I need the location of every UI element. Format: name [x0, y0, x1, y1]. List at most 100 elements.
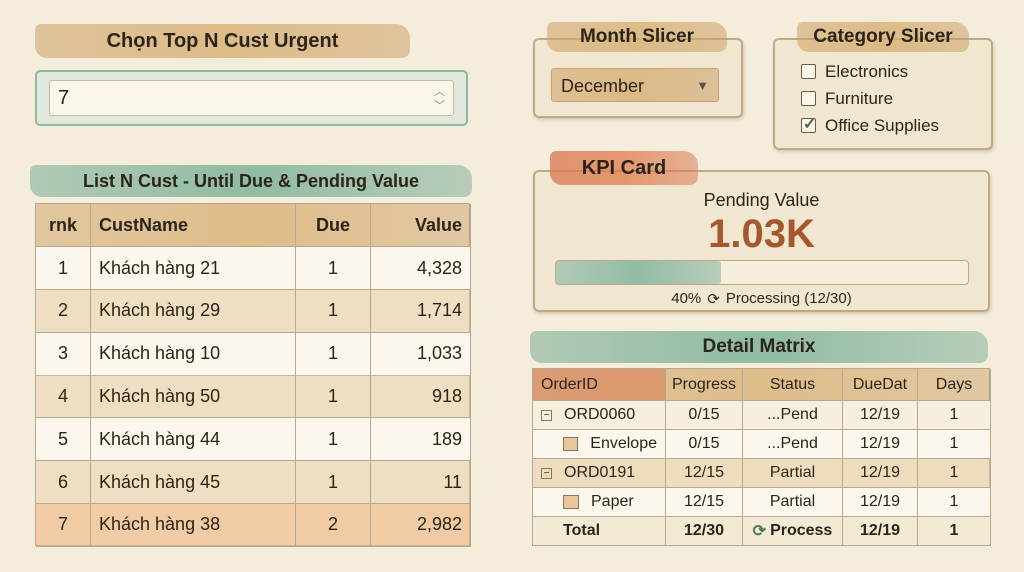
- kpi-value: 1.03K: [708, 212, 815, 256]
- list-cell: Khách hàng 10: [91, 332, 296, 376]
- progress-fill: [556, 261, 721, 284]
- matrix-cell: 12/19: [843, 430, 918, 459]
- column-header: Days: [918, 369, 991, 401]
- matrix-header: OrderID Progress Status DueDat Days: [533, 369, 991, 401]
- list-cell: Khách hàng 44: [91, 418, 296, 462]
- cell-text: Process: [770, 522, 833, 539]
- number-input[interactable]: 7 ︿ ﹀: [35, 70, 468, 126]
- list-cell: Khách hàng 21: [91, 247, 296, 290]
- check-mark: ✓: [803, 116, 817, 133]
- list-cell: 2: [296, 503, 371, 547]
- collapse-toggle[interactable]: −: [541, 467, 552, 479]
- category-slicer: Electronics Furniture ✓ Office Supplies: [773, 38, 993, 150]
- list-cell: Khách hàng 38: [91, 503, 296, 547]
- list-cell: 11: [371, 461, 471, 504]
- list-cell: 1: [296, 289, 371, 333]
- list-cell: 1: [296, 247, 371, 290]
- matrix-cell: − ORD0060: [533, 401, 666, 430]
- cell-text: Partial: [769, 464, 816, 481]
- list-cell: 918: [371, 375, 471, 419]
- list-row: 3 Khách hàng 10 1 1,033: [36, 332, 471, 376]
- list-cell: 2: [36, 289, 91, 333]
- total-cell: 1: [918, 517, 991, 546]
- list-cell: Khách hàng 50: [91, 375, 296, 419]
- cell-text: 12/19: [859, 464, 901, 481]
- matrix-cell: 0/15: [666, 430, 743, 459]
- collapse-toggle[interactable]: −: [541, 409, 552, 421]
- cell-text: Total: [563, 522, 601, 539]
- list-cell: 1: [36, 247, 91, 290]
- list-cell: 3: [36, 332, 91, 376]
- list-row: 1 Khách hàng 21 1 4,328: [36, 247, 471, 290]
- list-row: 6 Khách hàng 45 1 11: [36, 461, 471, 504]
- cell-text: 12/19: [859, 522, 901, 539]
- matrix-row: − ORD0191 12/15 Partial 12/19 1: [533, 459, 991, 488]
- cell-text: 0/15: [688, 406, 720, 423]
- spin-up[interactable]: ︿: [434, 86, 445, 98]
- kpi-title: KPI Card: [550, 151, 698, 185]
- column-header: CustName: [91, 204, 296, 247]
- matrix-cell: 1: [918, 488, 991, 517]
- list-header: rnk CustName Due Value: [36, 204, 471, 247]
- input-field[interactable]: 7 ︿ ﹀: [49, 80, 454, 116]
- list-row: 5 Khách hàng 44 1 189: [36, 418, 471, 462]
- cell-text: 12/19: [859, 406, 901, 423]
- list-cell: 1: [296, 418, 371, 462]
- cell-text: 12/15: [683, 464, 725, 481]
- matrix-cell: 1: [918, 459, 991, 488]
- item-icon: [563, 437, 579, 451]
- status-text: Processing (12/30): [725, 290, 852, 307]
- list-cell: 6: [36, 461, 91, 504]
- month-dropdown[interactable]: December ▼: [551, 68, 719, 102]
- cell-text: ORD0191: [564, 464, 636, 481]
- cell-text: ...Pend: [767, 406, 818, 423]
- matrix-cell: 1: [918, 401, 991, 430]
- list-cell: 189: [371, 418, 471, 462]
- column-header: rnk: [36, 204, 91, 247]
- checkbox[interactable]: [801, 91, 816, 106]
- cell-text: 12/19: [859, 493, 901, 510]
- refresh-icon: ⟳: [707, 291, 720, 308]
- cell-text: ...Pend: [767, 435, 818, 452]
- checkbox[interactable]: [801, 64, 816, 79]
- matrix-banner: Detail Matrix: [530, 331, 988, 363]
- cell-text: 1: [949, 406, 959, 423]
- matrix-cell: 0/15: [666, 401, 743, 430]
- matrix-cell: Envelope: [533, 430, 666, 459]
- list-cell: Khách hàng 29: [91, 289, 296, 333]
- list-cell: 4,328: [371, 247, 471, 290]
- cell-text: Envelope: [590, 435, 657, 452]
- total-cell: 12/30: [666, 517, 743, 546]
- spin-down[interactable]: ﹀: [434, 100, 445, 112]
- progress-label: 40%: [671, 290, 702, 307]
- list-cell: Khách hàng 45: [91, 461, 296, 504]
- matrix-cell: 12/15: [666, 488, 743, 517]
- kpi-status: 40% ⟳ Processing (12/30): [535, 290, 988, 308]
- checkbox-label[interactable]: Electronics: [825, 62, 909, 81]
- item-icon: [563, 495, 579, 509]
- list-row: 4 Khách hàng 50 1 918: [36, 375, 471, 419]
- checkbox-label[interactable]: Office Supplies: [825, 116, 940, 135]
- column-header: DueDat: [843, 369, 918, 401]
- matrix-row: − ORD0060 0/15 ...Pend 12/19 1: [533, 401, 991, 430]
- checkbox-label[interactable]: Furniture: [825, 89, 894, 108]
- matrix-row: Paper 12/15 Partial 12/19 1: [533, 488, 991, 517]
- list-banner: List N Cust - Until Due & Pending Value: [30, 165, 472, 197]
- matrix-cell: Paper: [533, 488, 666, 517]
- total-cell: Total: [533, 517, 666, 546]
- list-row: 7 Khách hàng 38 2 2,982: [36, 503, 471, 547]
- total-cell: 12/19: [843, 517, 918, 546]
- column-header: OrderID: [533, 369, 666, 401]
- matrix-cell: 12/19: [843, 459, 918, 488]
- input-value: 7: [58, 87, 70, 109]
- cell-text: Partial: [769, 493, 816, 510]
- list-cell: 4: [36, 375, 91, 419]
- checkbox[interactable]: ✓: [801, 116, 816, 133]
- list-row: 2 Khách hàng 29 1 1,714: [36, 289, 471, 333]
- matrix-cell: 1: [918, 430, 991, 459]
- list-cell: 5: [36, 418, 91, 462]
- list-cell: 1,714: [371, 289, 471, 333]
- cell-text: 1: [949, 464, 959, 481]
- dropdown-arrow: ▼: [696, 78, 709, 93]
